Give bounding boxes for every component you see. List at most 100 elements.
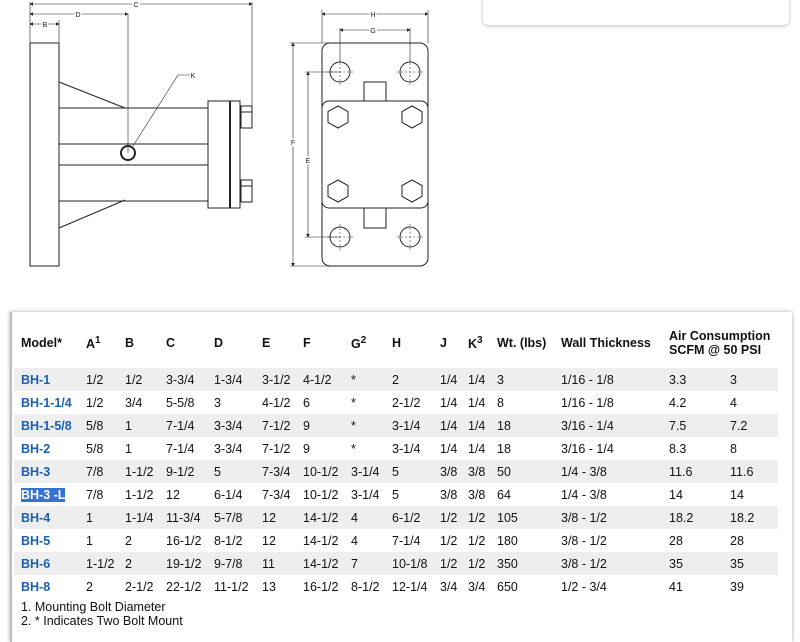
table-cell: 18.2 [662,506,723,529]
dim-label-e: E [306,158,311,165]
column-header: B [118,318,159,368]
column-header-footnote: 2 [360,334,367,346]
column-header-label: Air Consumption [669,329,771,343]
model-link[interactable]: BH-5 [21,533,51,548]
table-cell: 1/2 [468,533,486,548]
model-link[interactable]: BH-4 [21,510,51,525]
column-header-label: J [440,336,447,350]
table-cell: 5-5/8 [166,395,195,410]
dim-label-c: C [133,2,138,9]
model-cell: BH-3 -L [14,483,79,506]
table-cell: * [344,414,385,437]
table-cell: 3/8 - 1/2 [554,506,662,529]
column-header: Wt. (lbs) [490,318,554,368]
table-cell: 11.6 [662,460,723,483]
table-cell: 3-1/4 [392,441,421,456]
column-header-label: A [86,337,96,352]
table-cell: 4-1/2 [262,395,291,410]
table-cell: 7-1/4 [392,533,421,548]
column-header-label: E [262,336,271,350]
model-link[interactable]: BH-6 [21,556,51,571]
model-link[interactable]: BH-3 [21,464,51,479]
bulkhead-technical-drawing: C D B K H G F E [29,1,429,267]
table-cell: 39 [730,579,744,594]
table-cell: 4 [730,395,737,410]
table-cell: 3/16 - 1/4 [561,441,614,456]
table-cell: 5 [385,460,433,483]
table-cell: 3/4 [440,579,458,594]
table-cell: 1 [125,441,132,456]
table-cell: 1-3/4 [207,368,255,391]
table-cell: 3-3/4 [214,441,243,456]
table-cell: 4 [344,506,385,529]
column-header-label: Model* [21,336,62,350]
column-header: F [296,318,344,368]
top-card [483,0,789,25]
table-cell: 1/2 [461,506,490,529]
table-cell: 18 [497,441,511,456]
table-cell: 1 [79,506,118,529]
table-cell: 105 [490,506,554,529]
table-cell: 2-1/2 [125,579,154,594]
column-header: H [385,318,433,368]
table-cell: 7-3/4 [255,460,296,483]
table-cell: 14-1/2 [303,533,339,548]
table-cell: 18 [490,414,554,437]
column-header-label: G [351,337,361,352]
model-link[interactable]: BH-1-5/8 [21,418,72,433]
table-row: BH-1 1/2 1/2 3-3/4 1-3/4 3-1/2 4-1/2 * 2 1/4 1/4 3 1… [14,368,779,391]
model-cell: BH-1-5/8 [14,414,79,437]
table-cell: 3/4 [468,579,486,594]
table-cell: 14-1/2 [296,506,344,529]
specifications-table: Model* A1 B C D E F G2 H J K3 Wt. (lbs) Wall Thickne… [14,318,779,598]
model-link[interactable]: BH-3 -L [21,487,66,502]
table-cell: 3/4 [125,395,143,410]
table-cell: 3/8 [440,487,458,502]
column-header: E [255,318,296,368]
table-cell: 6 [303,395,310,410]
table-cell: 1/2 [79,368,118,391]
table-cell: 7-1/4 [159,414,207,437]
table-cell: 9-1/2 [159,460,207,483]
table-cell: 1/2 [433,506,461,529]
table-cell: 2 [125,533,132,548]
model-cell: BH-6 [14,552,79,575]
table-cell: 1-1/4 [118,506,159,529]
table-cell: 1/4 - 3/8 [554,460,662,483]
model-link[interactable]: BH-8 [21,579,51,594]
table-cell: 7.2 [723,414,779,437]
table-cell: 3-3/4 [207,414,255,437]
footnote: 1. Mounting Bolt Diameter [21,600,166,614]
table-cell: 14 [669,487,683,502]
column-header: Wall Thickness [554,318,662,368]
model-link[interactable]: BH-1-1/4 [21,395,72,410]
table-cell: 3/8 [468,487,486,502]
table-cell: * [351,395,356,410]
table-cell: 9 [296,414,344,437]
table-cell: 1/16 - 1/8 [554,368,662,391]
table-cell: 16-1/2 [303,579,339,594]
table-cell: 22-1/2 [166,579,202,594]
table-cell: 9-7/8 [207,552,255,575]
table-cell: 1/4 [433,368,461,391]
table-cell: 19-1/2 [159,552,207,575]
model-link[interactable]: BH-1 [21,372,51,387]
column-header-label: K [468,337,478,352]
table-cell: 12 [255,506,296,529]
table-cell: 180 [497,533,518,548]
table-row: BH-1-1/4 1/2 3/4 5-5/8 3 4-1/2 6 * 2-1/2 1/4 1/4 8 1… [14,391,778,414]
side-view [29,2,253,267]
table-cell: 9 [303,441,310,456]
table-cell: 1/4 [468,395,486,410]
table-cell: 1/4 [440,441,458,456]
model-link[interactable]: BH-2 [21,441,51,456]
table-cell: 5-7/8 [207,506,255,529]
table-cell: 5/8 [79,414,118,437]
table-cell: 50 [490,460,554,483]
column-header-label: C [166,336,176,350]
column-header-footnote: 3 [477,334,483,346]
table-cell: 4.2 [669,395,687,410]
column-header-air-consumption: Air Consumption SCFM @ 50 PSI [662,318,778,368]
table-cell: 7-3/4 [262,487,291,502]
table-cell: 3/8 [433,460,461,483]
